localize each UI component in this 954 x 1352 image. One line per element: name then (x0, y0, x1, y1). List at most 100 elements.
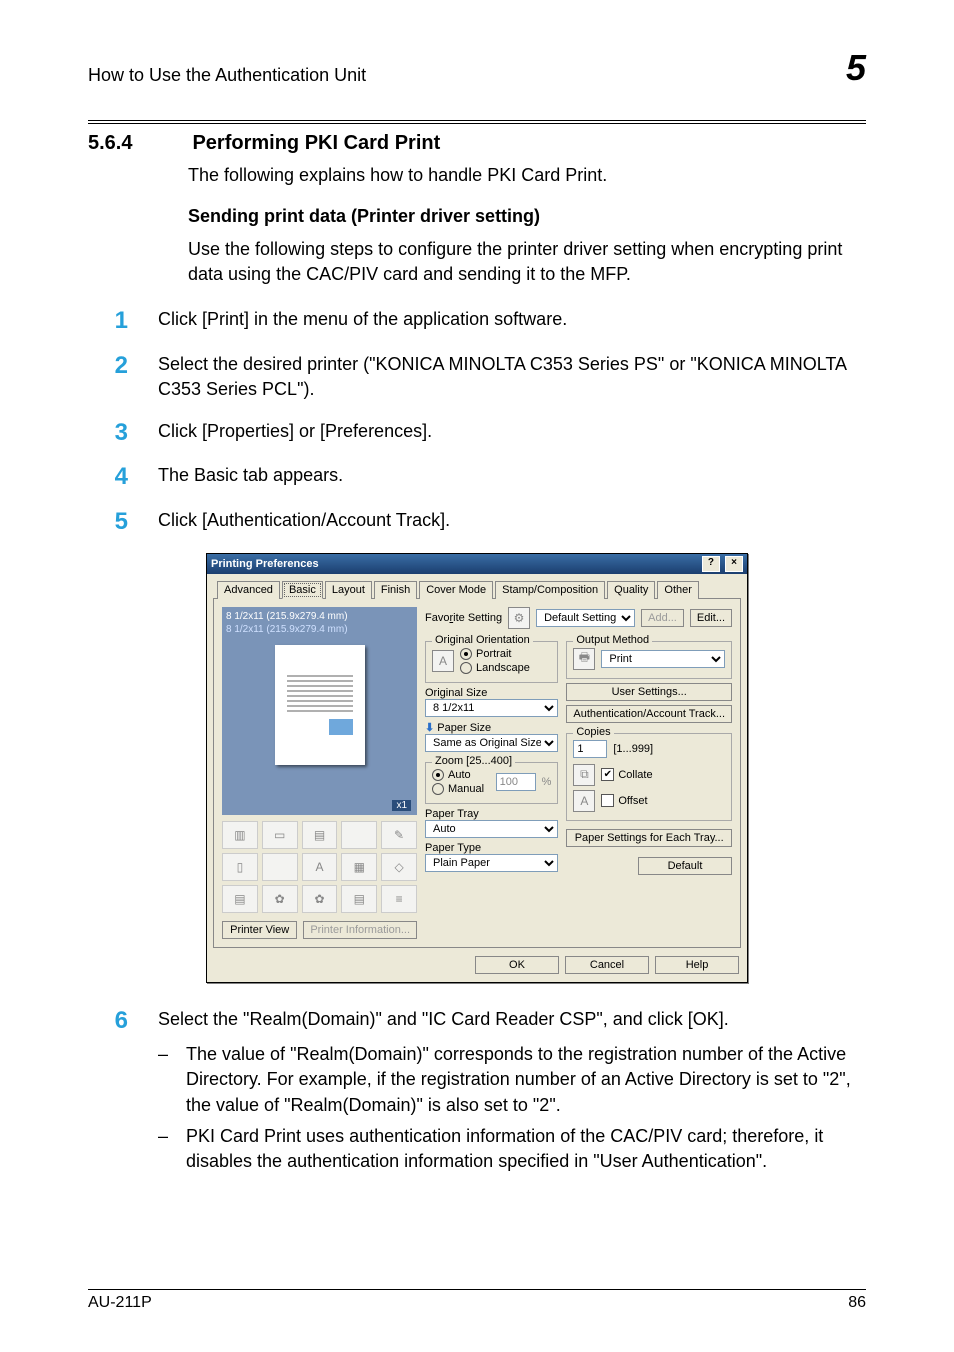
settings-left: Original Orientation A Portrait Landscap… (425, 635, 558, 875)
opt-icon[interactable]: ▤ (222, 885, 258, 913)
collate-check[interactable]: Collate (601, 768, 652, 781)
preview-dim-to: 8 1/2x11 (215.9x279.4 mm) (226, 624, 413, 635)
settings-right: Output Method 🖶 Print User Settings... (566, 635, 732, 875)
subheading: Sending print data (Printer driver setti… (188, 206, 866, 227)
body: The following explains how to handle PKI… (188, 165, 866, 287)
step: 3 Click [Properties] or [Preferences]. (88, 419, 866, 448)
landscape-radio[interactable]: Landscape (460, 662, 530, 674)
dialog-titlebar: Printing Preferences ? × (207, 554, 747, 574)
step-text: Click [Print] in the menu of the applica… (158, 307, 866, 336)
paper-tray-label: Paper Tray (425, 808, 558, 820)
step-text: Click [Properties] or [Preferences]. (158, 419, 866, 448)
opt-icon[interactable]: ▤ (341, 885, 377, 913)
tab-other[interactable]: Other (657, 581, 699, 599)
copies-input[interactable] (573, 740, 607, 758)
user-settings-button[interactable]: User Settings... (566, 683, 732, 701)
tab-stamp[interactable]: Stamp/Composition (495, 581, 605, 599)
opt-icon[interactable]: ✿ (302, 885, 338, 913)
step6-sublist: – The value of "Realm(Domain)" correspon… (158, 1042, 866, 1174)
opt-icon[interactable] (262, 853, 298, 881)
step-number: 4 (88, 463, 128, 492)
zoom-value[interactable] (496, 773, 536, 791)
tab-cover-mode[interactable]: Cover Mode (419, 581, 493, 599)
header-rule (88, 120, 866, 122)
chapter-number: 5 (846, 50, 866, 86)
zoom-auto-radio[interactable]: Auto (432, 769, 484, 781)
favorite-icon: ⚙ (508, 607, 530, 629)
preview-dim-from: 8 1/2x11 (215.9x279.4 mm) (226, 611, 413, 622)
dialog-body: Advanced Basic Layout Finish Cover Mode … (207, 574, 747, 982)
tab-layout[interactable]: Layout (325, 581, 372, 599)
step-number: 2 (88, 352, 128, 402)
output-method-select[interactable]: Print (601, 650, 725, 668)
opt-icon[interactable]: ▥ (222, 821, 258, 849)
screenshot: Printing Preferences ? × Advanced Basic … (88, 553, 866, 983)
step-text: Select the "Realm(Domain)" and "IC Card … (158, 1007, 866, 1180)
portrait-radio[interactable]: Portrait (460, 648, 530, 660)
paper-settings-button[interactable]: Paper Settings for Each Tray... (566, 829, 732, 847)
help-icon[interactable]: ? (702, 556, 720, 572)
page-footer: AU-211P 86 (88, 1289, 866, 1312)
opt-icon[interactable]: ▤ (302, 821, 338, 849)
opt-icon[interactable]: ≡ (381, 885, 417, 913)
tabs: Advanced Basic Layout Finish Cover Mode … (213, 580, 741, 599)
opt-icon[interactable]: ◇ (381, 853, 417, 881)
cancel-button[interactable]: Cancel (565, 956, 649, 974)
section-intro: The following explains how to handle PKI… (188, 165, 866, 186)
favorite-select[interactable]: Default Setting (536, 609, 635, 627)
section-heading: 5.6.4 Performing PKI Card Print (88, 132, 866, 155)
opt-icon[interactable]: ▯ (222, 853, 258, 881)
preview-zoom-badge: x1 (392, 800, 411, 811)
paper-size-row: ⬇ Paper Size Same as Original Size (425, 721, 558, 752)
paper-size-select[interactable]: Same as Original Size (425, 734, 558, 752)
paper-type-select[interactable]: Plain Paper (425, 854, 558, 872)
step-number: 6 (88, 1007, 128, 1180)
opt-icon[interactable]: ▭ (262, 821, 298, 849)
opt-icon[interactable]: ▦ (341, 853, 377, 881)
opt-icon[interactable]: ✿ (262, 885, 298, 913)
favorite-row: Favorite Setting ⚙ Default Setting Add..… (425, 607, 732, 629)
opt-icon[interactable]: A (302, 853, 338, 881)
favorite-label: Favorite Setting (425, 612, 502, 624)
step-number: 5 (88, 508, 128, 537)
printer-icon: 🖶 (573, 648, 595, 670)
step: 4 The Basic tab appears. (88, 463, 866, 492)
printer-view-button[interactable]: Printer View (222, 921, 297, 939)
default-button[interactable]: Default (638, 857, 732, 875)
paper-tray-select[interactable]: Auto (425, 820, 558, 838)
step-number: 1 (88, 307, 128, 336)
original-size-row: Original Size 8 1/2x11 (425, 687, 558, 717)
zoom-title: Zoom [25...400] (432, 755, 515, 767)
option-icons: ▥ ▭ ▤ ✎ ▯ A ▦ ◇ ▤ ✿ ✿ (222, 821, 417, 913)
step: 2 Select the desired printer ("KONICA MI… (88, 352, 866, 402)
original-size-select[interactable]: 8 1/2x11 (425, 699, 558, 717)
footer-page: 86 (848, 1294, 866, 1312)
favorite-add-button[interactable]: Add... (641, 609, 684, 627)
printer-info-button[interactable]: Printer Information... (303, 921, 417, 939)
orientation-title: Original Orientation (432, 634, 533, 646)
tab-finish[interactable]: Finish (374, 581, 417, 599)
ok-button[interactable]: OK (475, 956, 559, 974)
paper-type-label: Paper Type (425, 842, 558, 854)
zoom-pct: % (542, 776, 552, 788)
auth-track-button[interactable]: Authentication/Account Track... (566, 705, 732, 723)
tab-advanced[interactable]: Advanced (217, 581, 280, 599)
opt-icon[interactable]: ✎ (381, 821, 417, 849)
offset-check[interactable]: Offset (601, 794, 647, 807)
step: 1 Click [Print] in the menu of the appli… (88, 307, 866, 336)
output-method-group: Output Method 🖶 Print (566, 641, 732, 679)
sub-text: The value of "Realm(Domain)" corresponds… (186, 1042, 866, 1118)
dialog-help-button[interactable]: Help (655, 956, 739, 974)
tab-quality[interactable]: Quality (607, 581, 655, 599)
tab-basic[interactable]: Basic (282, 581, 323, 599)
opt-icon[interactable] (341, 821, 377, 849)
running-title: How to Use the Authentication Unit (88, 65, 366, 86)
zoom-manual-radio[interactable]: Manual (432, 783, 484, 795)
page-header: How to Use the Authentication Unit 5 (88, 50, 866, 122)
footer-row: AU-211P 86 (88, 1294, 866, 1312)
copies-title: Copies (573, 726, 613, 738)
list-item: – The value of "Realm(Domain)" correspon… (158, 1042, 866, 1118)
orientation-icon: A (432, 650, 454, 672)
favorite-edit-button[interactable]: Edit... (690, 609, 732, 627)
close-icon[interactable]: × (725, 556, 743, 572)
